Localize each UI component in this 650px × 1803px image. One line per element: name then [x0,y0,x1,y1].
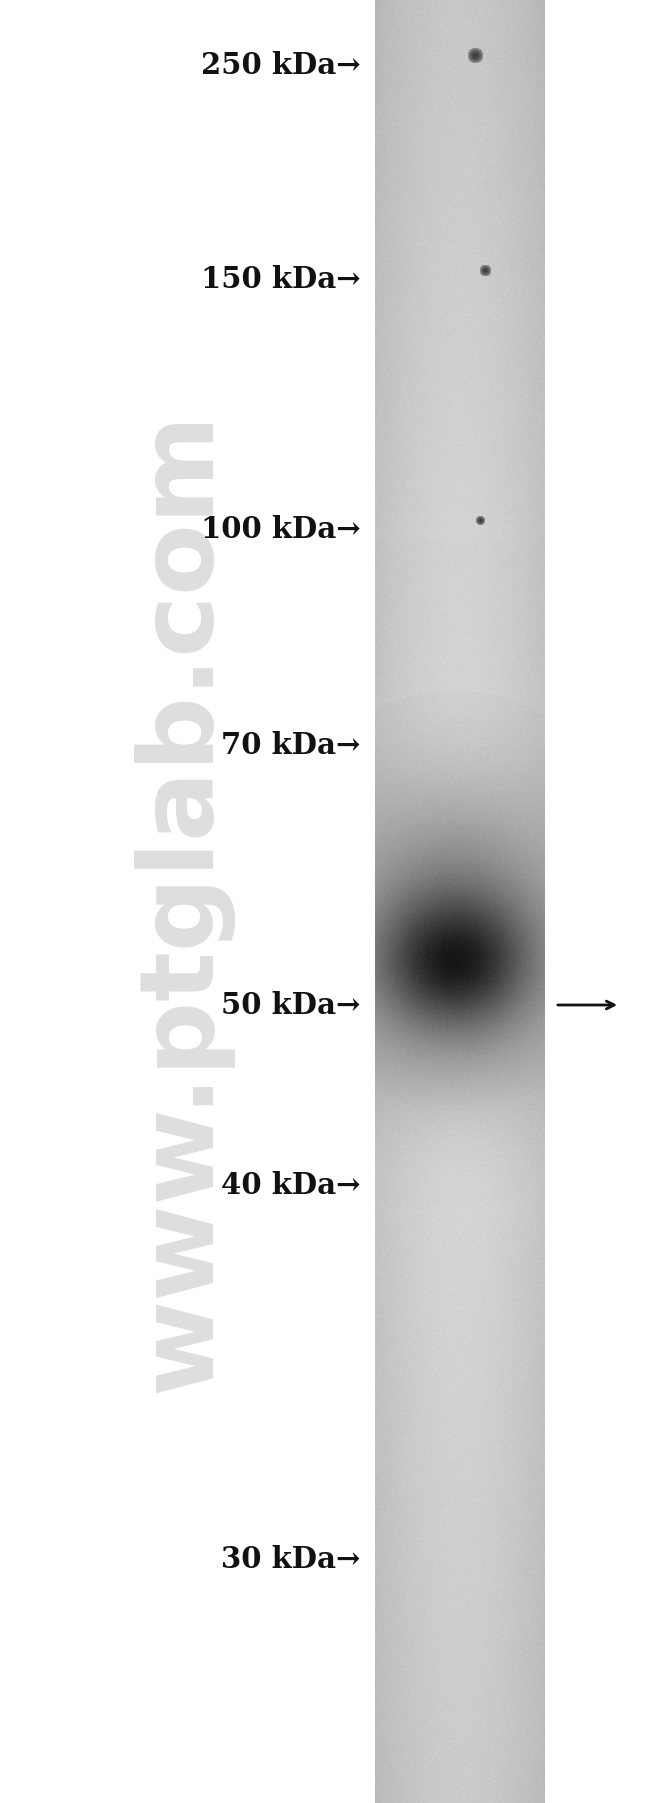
Text: 40 kDa→: 40 kDa→ [221,1170,361,1199]
Text: 70 kDa→: 70 kDa→ [222,730,361,759]
Text: 150 kDa→: 150 kDa→ [201,265,361,294]
Text: 100 kDa→: 100 kDa→ [201,516,361,545]
Text: 50 kDa→: 50 kDa→ [222,990,361,1019]
Text: 30 kDa→: 30 kDa→ [222,1545,361,1574]
Text: 250 kDa→: 250 kDa→ [201,50,361,79]
Text: www.ptglab.com: www.ptglab.com [131,411,233,1392]
